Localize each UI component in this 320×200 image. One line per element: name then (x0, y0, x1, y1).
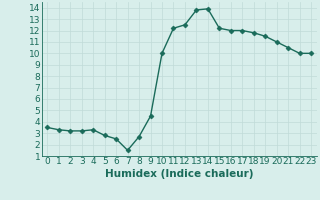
X-axis label: Humidex (Indice chaleur): Humidex (Indice chaleur) (105, 169, 253, 179)
